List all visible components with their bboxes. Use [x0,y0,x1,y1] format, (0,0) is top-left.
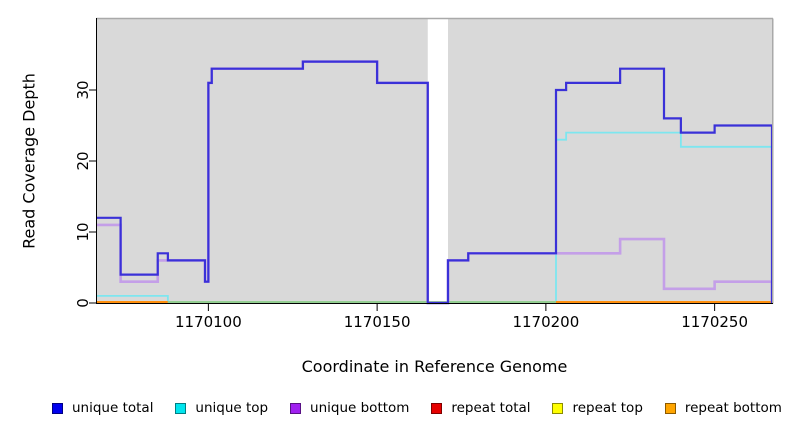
legend-label: unique bottom [310,400,410,416]
series-unique-top-line [97,131,773,304]
legend-label: repeat total [451,400,531,416]
legend-swatch-repeat-top [552,402,564,414]
legend-label: unique total [72,400,154,416]
coverage-gap-band [427,19,448,303]
legend-item-repeat-total: repeat total [431,400,531,416]
y-tick-label: 20 [74,151,92,170]
x-tick-label: 1170100 [175,313,242,331]
legend-swatch-unique-bottom [290,402,302,414]
legend-item-unique-total: unique total [52,400,153,416]
y-tick-label: 0 [74,298,92,308]
legend-item-unique-top: unique top [175,400,268,416]
legend-label: repeat bottom [684,400,782,416]
legend-item-repeat-top: repeat top [552,400,643,416]
legend-item-unique-bottom: unique bottom [290,400,409,416]
legend-label: unique top [195,400,269,416]
legend-swatch-repeat-bottom [664,402,676,414]
legend-swatch-unique-total [52,402,63,414]
x-tick-label: 1170150 [344,313,411,331]
x-tick-label: 1170250 [681,313,748,331]
legend-swatch-repeat-total [431,402,443,414]
y-tick-label: 30 [74,80,92,99]
legend-item-repeat-bottom: repeat bottom [664,400,782,416]
x-axis-title: Coordinate in Reference Genome [301,357,568,376]
y-axis-title: Read Coverage Depth [19,73,39,249]
legend: unique total unique top unique bottom repea… [52,397,782,419]
legend-swatch-unique-top [175,402,187,414]
y-tick-label: 10 [74,222,92,241]
x-tick-label: 1170200 [512,313,579,331]
legend-label: repeat top [572,400,643,416]
